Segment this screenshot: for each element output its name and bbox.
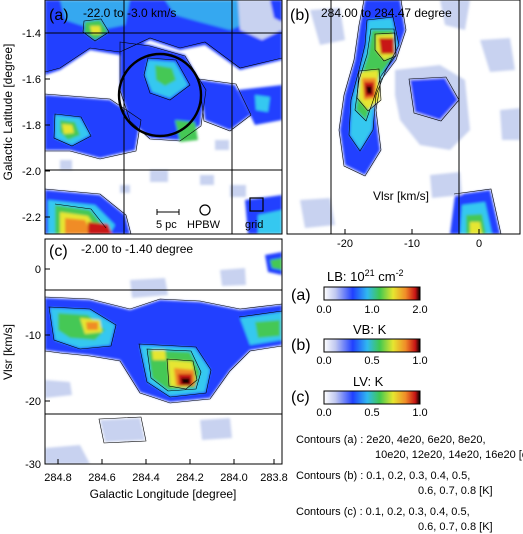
- panel-c: (c) -2.00 to -1.40 degree 0 -10 -20 -30 …: [1, 238, 288, 501]
- panel-b-xtick-label: 0: [476, 238, 482, 250]
- contour-c-line1: Contours (c) : 0.1, 0.2, 0.3, 0.4, 0.5,: [296, 506, 470, 518]
- panel-c-xtick-label: 283.8: [260, 472, 288, 484]
- panel-a-frame: [44, 0, 283, 235]
- colorbar-b-title: VB: K: [353, 322, 387, 337]
- colorbar-a-tick-label: 0.0: [316, 304, 331, 316]
- panel-c-grid: [45, 289, 282, 415]
- panel-c-xtick-label: 284.0: [220, 472, 248, 484]
- panel-b-contours: [338, 0, 502, 234]
- colorbar-b-tag: (b): [291, 337, 311, 354]
- colorbar-b-tick-label: 0.5: [364, 355, 379, 367]
- panel-a-ylabel: Galactic Latitude [degree]: [1, 44, 15, 181]
- colorbar-b-tick-label: 1.0: [412, 355, 427, 367]
- panel-b-xticks: [344, 229, 480, 234]
- colorbar-c-tag: (c): [291, 389, 310, 406]
- panel-c-frame: [44, 238, 283, 465]
- colorbar-a-tag: (a): [291, 287, 311, 304]
- panel-b-range: 284.00 to 284.47 degree: [321, 6, 452, 20]
- panel-a: (a) -22.0 to -3.0 km/s 5 pc HPBW grid -1…: [1, 0, 283, 235]
- panel-c-xtick-label: 284.8: [44, 472, 72, 484]
- panel-c-range: -2.00 to -1.40 degree: [81, 242, 193, 256]
- colorbar-a-gradient: [323, 286, 421, 301]
- panel-c-xtick-label: 284.2: [176, 472, 204, 484]
- contour-b-line2: 0.6, 0.7, 0.8 [K]: [418, 485, 493, 497]
- panel-a-range: -22.0 to -3.0 km/s: [83, 6, 176, 20]
- panel-a-scalebar-label: 5 pc: [156, 219, 177, 231]
- colorbar-b-tick-label: 0.0: [316, 355, 331, 367]
- panel-b-xlabel: Vlsr [km/s]: [373, 189, 429, 203]
- colorbar-a: LB: 1021 cm-2 (a) 0.0 1.0 2.0: [291, 268, 428, 316]
- panel-c-contours: [45, 296, 282, 444]
- colorbar-a-tick-label: 2.0: [412, 304, 427, 316]
- colorbar-b-gradient: [323, 338, 421, 353]
- colorbar-c: LV: K (c) 0.0 0.5 1.0: [291, 374, 428, 419]
- panel-a-ytick-label: -1.4: [22, 28, 41, 40]
- panel-a-region-circle: [117, 52, 203, 138]
- panel-a-yticks: [45, 32, 50, 218]
- panel-a-ytick-label: -2.0: [22, 166, 41, 178]
- panel-c-xlabel: Galactic Longitude [degree]: [90, 487, 237, 501]
- panel-c-map: [45, 252, 282, 464]
- panel-a-ytick-label: -1.6: [22, 74, 41, 86]
- colorbar-c-tick-label: 1.0: [412, 407, 427, 419]
- panel-b-xtick-label: -20: [337, 238, 353, 250]
- panel-c-ytick-label: -10: [25, 330, 41, 342]
- panel-b-frame: [286, 0, 521, 235]
- colorbar-c-tick-label: 0.0: [316, 407, 331, 419]
- panel-a-ytick-label: -1.8: [22, 120, 41, 132]
- contour-legend: Contours (a) : 2e20, 4e20, 6e20, 8e20, 1…: [296, 434, 523, 533]
- panel-b-tag: (b): [290, 7, 310, 24]
- panel-a-hpbw-circle: [199, 204, 211, 216]
- panel-c-ticks: [45, 268, 275, 465]
- colorbar-a-tick-label: 1.0: [364, 304, 379, 316]
- panel-c-ylabel: Vlsr [km/s]: [1, 324, 15, 380]
- panel-c-tag: (c): [49, 243, 68, 260]
- colorbar-c-gradient: [323, 390, 421, 405]
- contour-c-line2: 0.6, 0.7, 0.8 [K]: [418, 521, 493, 533]
- panel-c-ytick-label: 0: [35, 264, 41, 276]
- panel-a-scalebar: [156, 209, 180, 215]
- panel-a-ytick-label: -2.2: [22, 212, 41, 224]
- panel-b-grid: [330, 0, 460, 234]
- panel-a-grid-square: [249, 197, 264, 212]
- panel-a-tag: (a): [49, 7, 69, 24]
- contour-a-line2: 10e20, 12e20, 14e20, 16e20 [cm-2]: [375, 447, 523, 461]
- panel-a-contours: [45, 18, 282, 234]
- colorbar-a-title: LB: 1021 cm-2: [327, 268, 404, 284]
- panel-a-hpbw-label: HPBW: [187, 219, 221, 231]
- panel-c-xtick-label: 284.6: [88, 472, 116, 484]
- panel-b: (b) 284.00 to 284.47 degree Vlsr [km/s] …: [286, 0, 521, 250]
- colorbar-c-tick-label: 0.5: [364, 407, 379, 419]
- panel-c-ytick-label: -20: [25, 396, 41, 408]
- panel-c-xtick-label: 284.4: [132, 472, 160, 484]
- contour-a-line1: Contours (a) : 2e20, 4e20, 6e20, 8e20,: [296, 434, 486, 446]
- colorbar-c-title: LV: K: [353, 374, 384, 389]
- colorbar-b: VB: K (b) 0.0 0.5 1.0: [291, 322, 428, 367]
- panel-b-xtick-label: -10: [404, 238, 420, 250]
- contour-b-line1: Contours (b) : 0.1, 0.2, 0.3, 0.4, 0.5,: [296, 470, 470, 482]
- panel-a-grid-label: grid: [245, 219, 263, 231]
- panel-c-ytick-label: -30: [25, 459, 41, 471]
